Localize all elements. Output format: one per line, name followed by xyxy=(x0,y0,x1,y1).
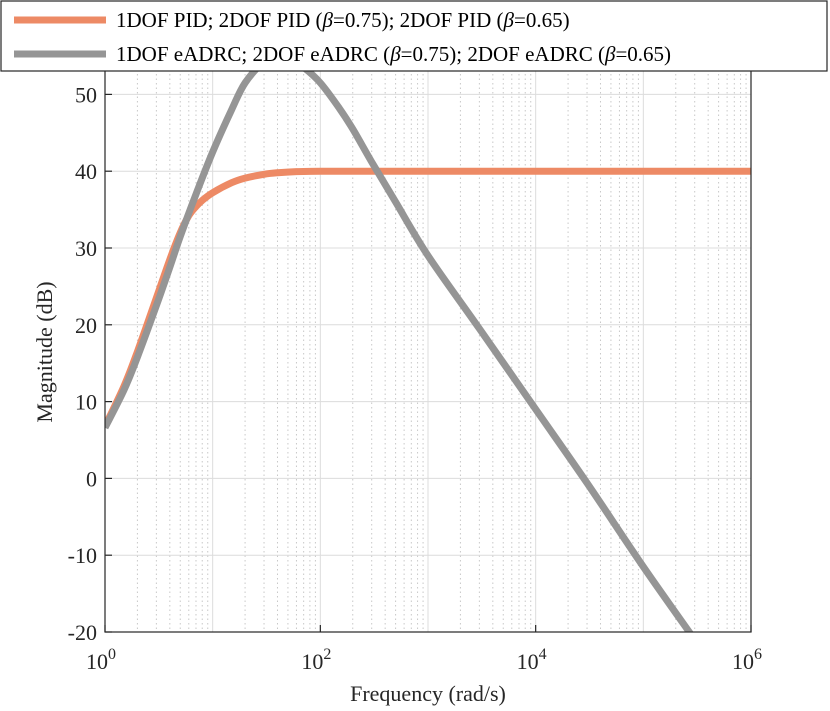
legend: 1DOF PID; 2DOF PID (β=0.75); 2DOF PID (β… xyxy=(0,0,828,72)
legend-label-1: 1DOF PID; 2DOF PID (β=0.75); 2DOF PID (β… xyxy=(116,8,570,32)
legend-label-2: 1DOF eADRC; 2DOF eADRC (β=0.75); 2DOF eA… xyxy=(116,42,671,66)
y-tick-label: 0 xyxy=(86,466,97,491)
x-tick-label: 104 xyxy=(517,646,547,674)
y-tick-label: 30 xyxy=(75,236,97,261)
x-tick-base: 10 xyxy=(86,649,108,674)
x-axis-title: Frequency (rad/s) xyxy=(350,681,506,706)
y-tick-label: 10 xyxy=(75,390,97,415)
y-tick-label: -20 xyxy=(68,620,97,645)
y-tick-label: -10 xyxy=(68,543,97,568)
y-axis-ticks: -20 -10 0 10 20 30 40 50 xyxy=(68,82,112,645)
y-tick-label: 40 xyxy=(75,159,97,184)
legend-box xyxy=(0,0,828,72)
x-axis-ticks: 100 102 104 106 xyxy=(86,625,762,674)
x-tick-exponent: 0 xyxy=(108,646,116,663)
x-tick-label: 102 xyxy=(301,646,331,674)
x-tick-exponent: 6 xyxy=(754,646,762,663)
x-tick-base: 10 xyxy=(732,649,754,674)
x-tick-base: 10 xyxy=(301,649,323,674)
y-tick-label: 20 xyxy=(75,313,97,338)
y-axis-title: Magnitude (dB) xyxy=(32,281,57,422)
x-tick-exponent: 2 xyxy=(323,646,331,663)
y-tick-label: 50 xyxy=(75,82,97,107)
x-tick-exponent: 4 xyxy=(539,646,547,663)
x-tick-label: 106 xyxy=(732,646,762,674)
x-tick-base: 10 xyxy=(517,649,539,674)
x-tick-label: 100 xyxy=(86,646,116,674)
minor-grid xyxy=(136,56,747,632)
